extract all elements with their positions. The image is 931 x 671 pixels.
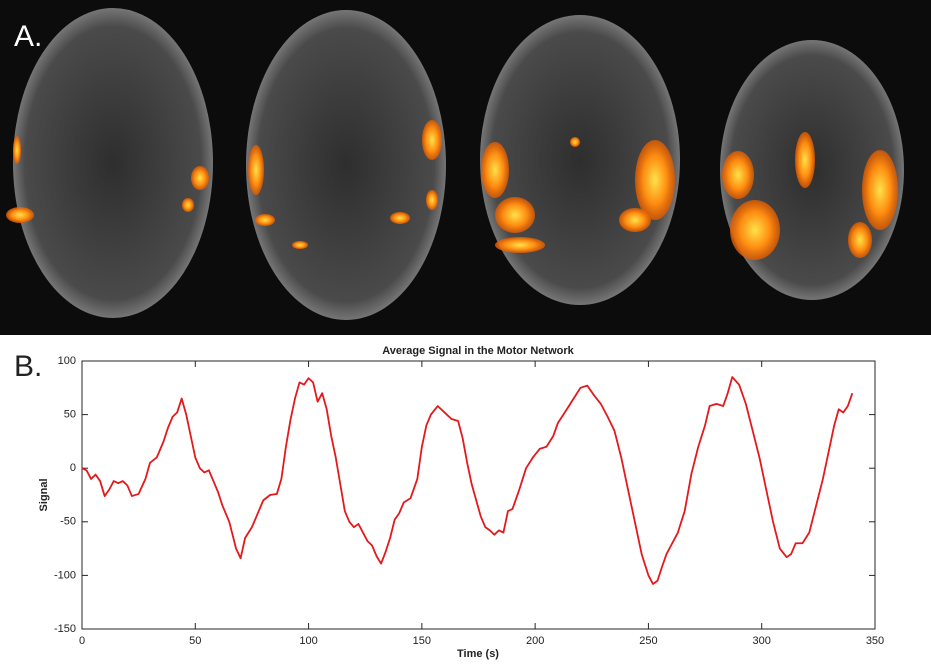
brain-slices — [6, 8, 904, 320]
panel-label: B. — [14, 350, 42, 383]
signal-line — [81, 376, 854, 585]
y-axis-label: Signal — [38, 478, 50, 511]
plot-frame — [81, 360, 876, 630]
x-tick-label: 300 — [753, 635, 771, 647]
y-tick-label: 0 — [70, 462, 76, 474]
panel-label: A. — [14, 20, 42, 53]
y-tick-label: 50 — [64, 409, 76, 421]
x-tick-label: 200 — [526, 635, 544, 647]
x-axis-label: Time (s) — [457, 648, 499, 660]
chart-title: Average Signal in the Motor Network — [382, 345, 574, 357]
y-tick-label: -100 — [54, 569, 76, 581]
y-tick-label: 100 — [58, 355, 76, 367]
x-tick-label: 50 — [189, 635, 201, 647]
y-tick-label: -150 — [54, 623, 76, 635]
x-tick-label: 350 — [866, 635, 884, 647]
x-tick-label: 100 — [299, 635, 317, 647]
x-tick-label: 250 — [639, 635, 657, 647]
x-tick-label: 0 — [79, 635, 85, 647]
y-tick-label: -50 — [60, 516, 76, 528]
x-tick-label: 150 — [413, 635, 431, 647]
